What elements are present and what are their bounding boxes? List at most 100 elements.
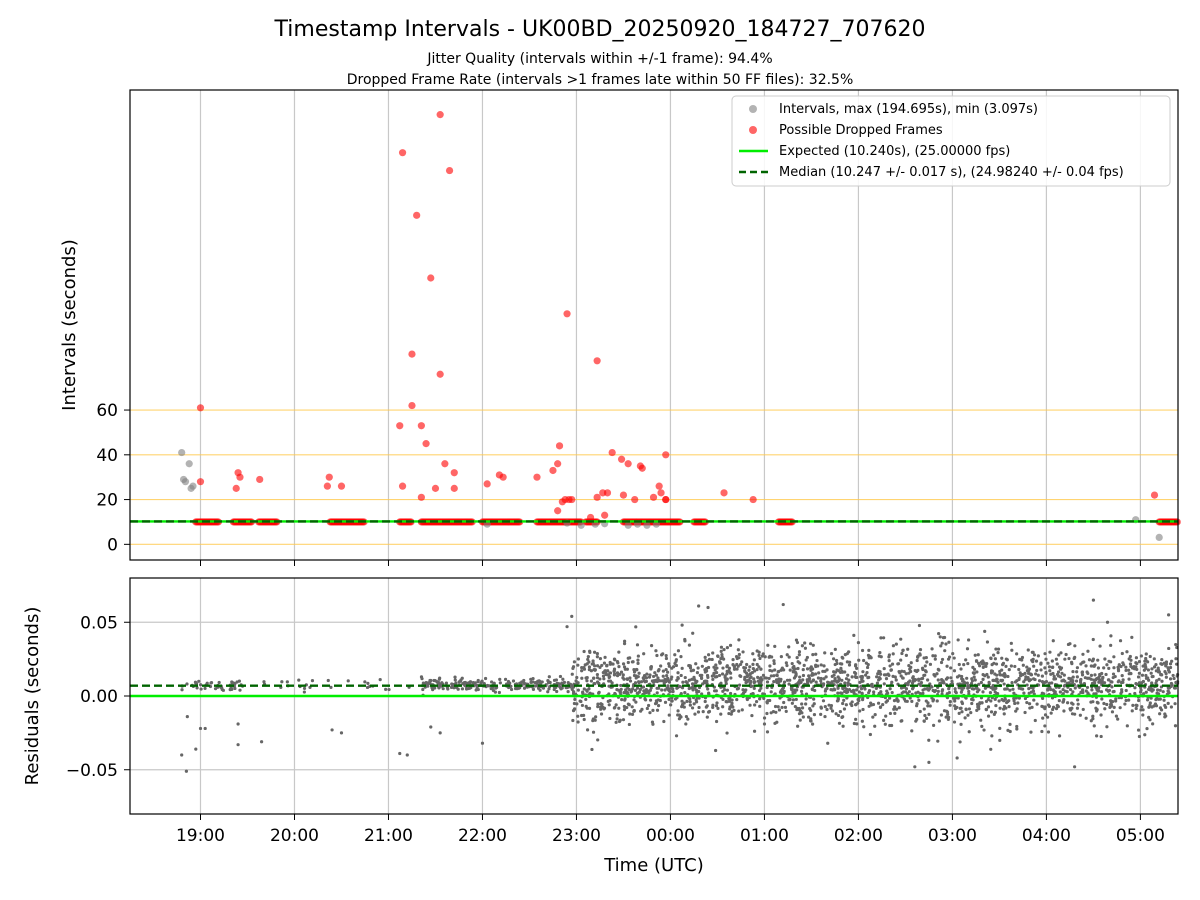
residual-point bbox=[900, 719, 904, 723]
residual-point bbox=[663, 688, 667, 692]
residual-point bbox=[625, 705, 629, 710]
residual-point bbox=[582, 687, 586, 691]
residual-point bbox=[663, 677, 667, 681]
residual-point bbox=[819, 676, 823, 681]
residual-point bbox=[676, 676, 680, 680]
residual-point bbox=[582, 717, 586, 722]
residual-point bbox=[947, 640, 951, 644]
residual-point bbox=[628, 676, 632, 680]
dropped-frame-point bbox=[586, 513, 595, 522]
residual-point bbox=[1084, 716, 1088, 720]
residual-point bbox=[981, 690, 985, 694]
residual-point bbox=[1091, 598, 1096, 602]
residual-point bbox=[836, 698, 840, 703]
residual-point bbox=[366, 681, 370, 685]
residual-point bbox=[571, 718, 575, 723]
residual-point bbox=[680, 705, 684, 709]
residual-point bbox=[608, 671, 613, 675]
chart-title: Timestamp Intervals - UK00BD_20250920_18… bbox=[274, 17, 926, 42]
residual-point bbox=[868, 654, 872, 659]
residual-point bbox=[1118, 706, 1122, 710]
dropped-frame-point bbox=[662, 451, 670, 459]
residual-point bbox=[801, 678, 805, 682]
residual-point bbox=[1043, 713, 1048, 717]
residual-point bbox=[931, 654, 935, 658]
residual-point bbox=[576, 688, 580, 692]
residual-point bbox=[773, 692, 777, 696]
residual-point bbox=[1130, 709, 1134, 713]
residual-point bbox=[1150, 681, 1154, 685]
residual-point bbox=[1040, 680, 1045, 684]
residual-point bbox=[834, 712, 838, 716]
residual-point bbox=[596, 705, 600, 709]
residual-point bbox=[728, 671, 733, 675]
residual-point bbox=[727, 711, 731, 716]
residual-point bbox=[1148, 654, 1152, 659]
residual-point bbox=[884, 677, 889, 681]
residual-point bbox=[436, 680, 441, 685]
residual-point bbox=[977, 702, 982, 706]
residual-point bbox=[591, 659, 595, 663]
residual-point bbox=[1051, 639, 1055, 643]
residual-point bbox=[721, 697, 725, 702]
residual-point bbox=[800, 711, 804, 715]
residual-point bbox=[696, 710, 701, 714]
residual-point bbox=[830, 680, 834, 684]
residual-point bbox=[993, 710, 997, 714]
residual-point bbox=[674, 734, 679, 738]
residual-point bbox=[975, 670, 979, 674]
residual-point bbox=[236, 743, 240, 747]
residual-point bbox=[1120, 688, 1124, 692]
residual-point bbox=[797, 712, 802, 716]
residual-point bbox=[1068, 687, 1073, 692]
residual-point bbox=[1166, 668, 1171, 672]
residual-point bbox=[230, 681, 234, 685]
dropped-frame-point bbox=[398, 149, 407, 157]
residual-point bbox=[883, 722, 887, 726]
residual-point bbox=[1099, 734, 1103, 739]
residual-point bbox=[656, 703, 661, 708]
residual-point bbox=[194, 747, 198, 751]
residual-point bbox=[326, 678, 330, 683]
residual-point bbox=[1042, 692, 1046, 696]
residual-point bbox=[801, 715, 805, 719]
residual-point bbox=[894, 678, 898, 682]
residual-point bbox=[913, 678, 918, 682]
residual-point bbox=[795, 640, 800, 645]
residual-point bbox=[1168, 665, 1173, 670]
residual-point bbox=[1054, 657, 1058, 661]
residual-point bbox=[894, 707, 899, 711]
residual-point bbox=[590, 747, 594, 752]
residual-point bbox=[938, 681, 942, 686]
residual-point bbox=[967, 692, 971, 696]
residual-point bbox=[482, 681, 486, 686]
residual-point bbox=[623, 698, 627, 702]
residual-point bbox=[946, 712, 950, 716]
dropped-frame-point bbox=[398, 482, 407, 490]
residual-point bbox=[648, 711, 652, 715]
residual-point bbox=[562, 680, 567, 684]
residual-point bbox=[1157, 677, 1161, 681]
residual-point bbox=[827, 681, 831, 685]
residual-point bbox=[707, 710, 711, 714]
residual-point bbox=[751, 652, 755, 656]
residual-point bbox=[842, 698, 846, 702]
residual-point bbox=[759, 681, 763, 685]
residual-point bbox=[798, 708, 802, 712]
residual-point bbox=[737, 683, 742, 687]
dropped-frame-point bbox=[450, 484, 458, 492]
residual-point bbox=[1099, 713, 1103, 717]
residual-point bbox=[1158, 706, 1163, 710]
dropped-frame-point bbox=[555, 442, 564, 450]
residual-point bbox=[814, 652, 818, 656]
residual-point bbox=[1051, 665, 1055, 669]
residual-point bbox=[763, 655, 767, 659]
residual-point bbox=[821, 669, 825, 673]
residual-point bbox=[755, 649, 759, 653]
dropped-frame-point bbox=[533, 473, 541, 481]
residual-point bbox=[843, 681, 847, 685]
residual-point bbox=[565, 625, 569, 629]
dropped-frame-point bbox=[436, 370, 444, 378]
residual-point bbox=[591, 730, 596, 734]
residual-point bbox=[1051, 688, 1055, 692]
